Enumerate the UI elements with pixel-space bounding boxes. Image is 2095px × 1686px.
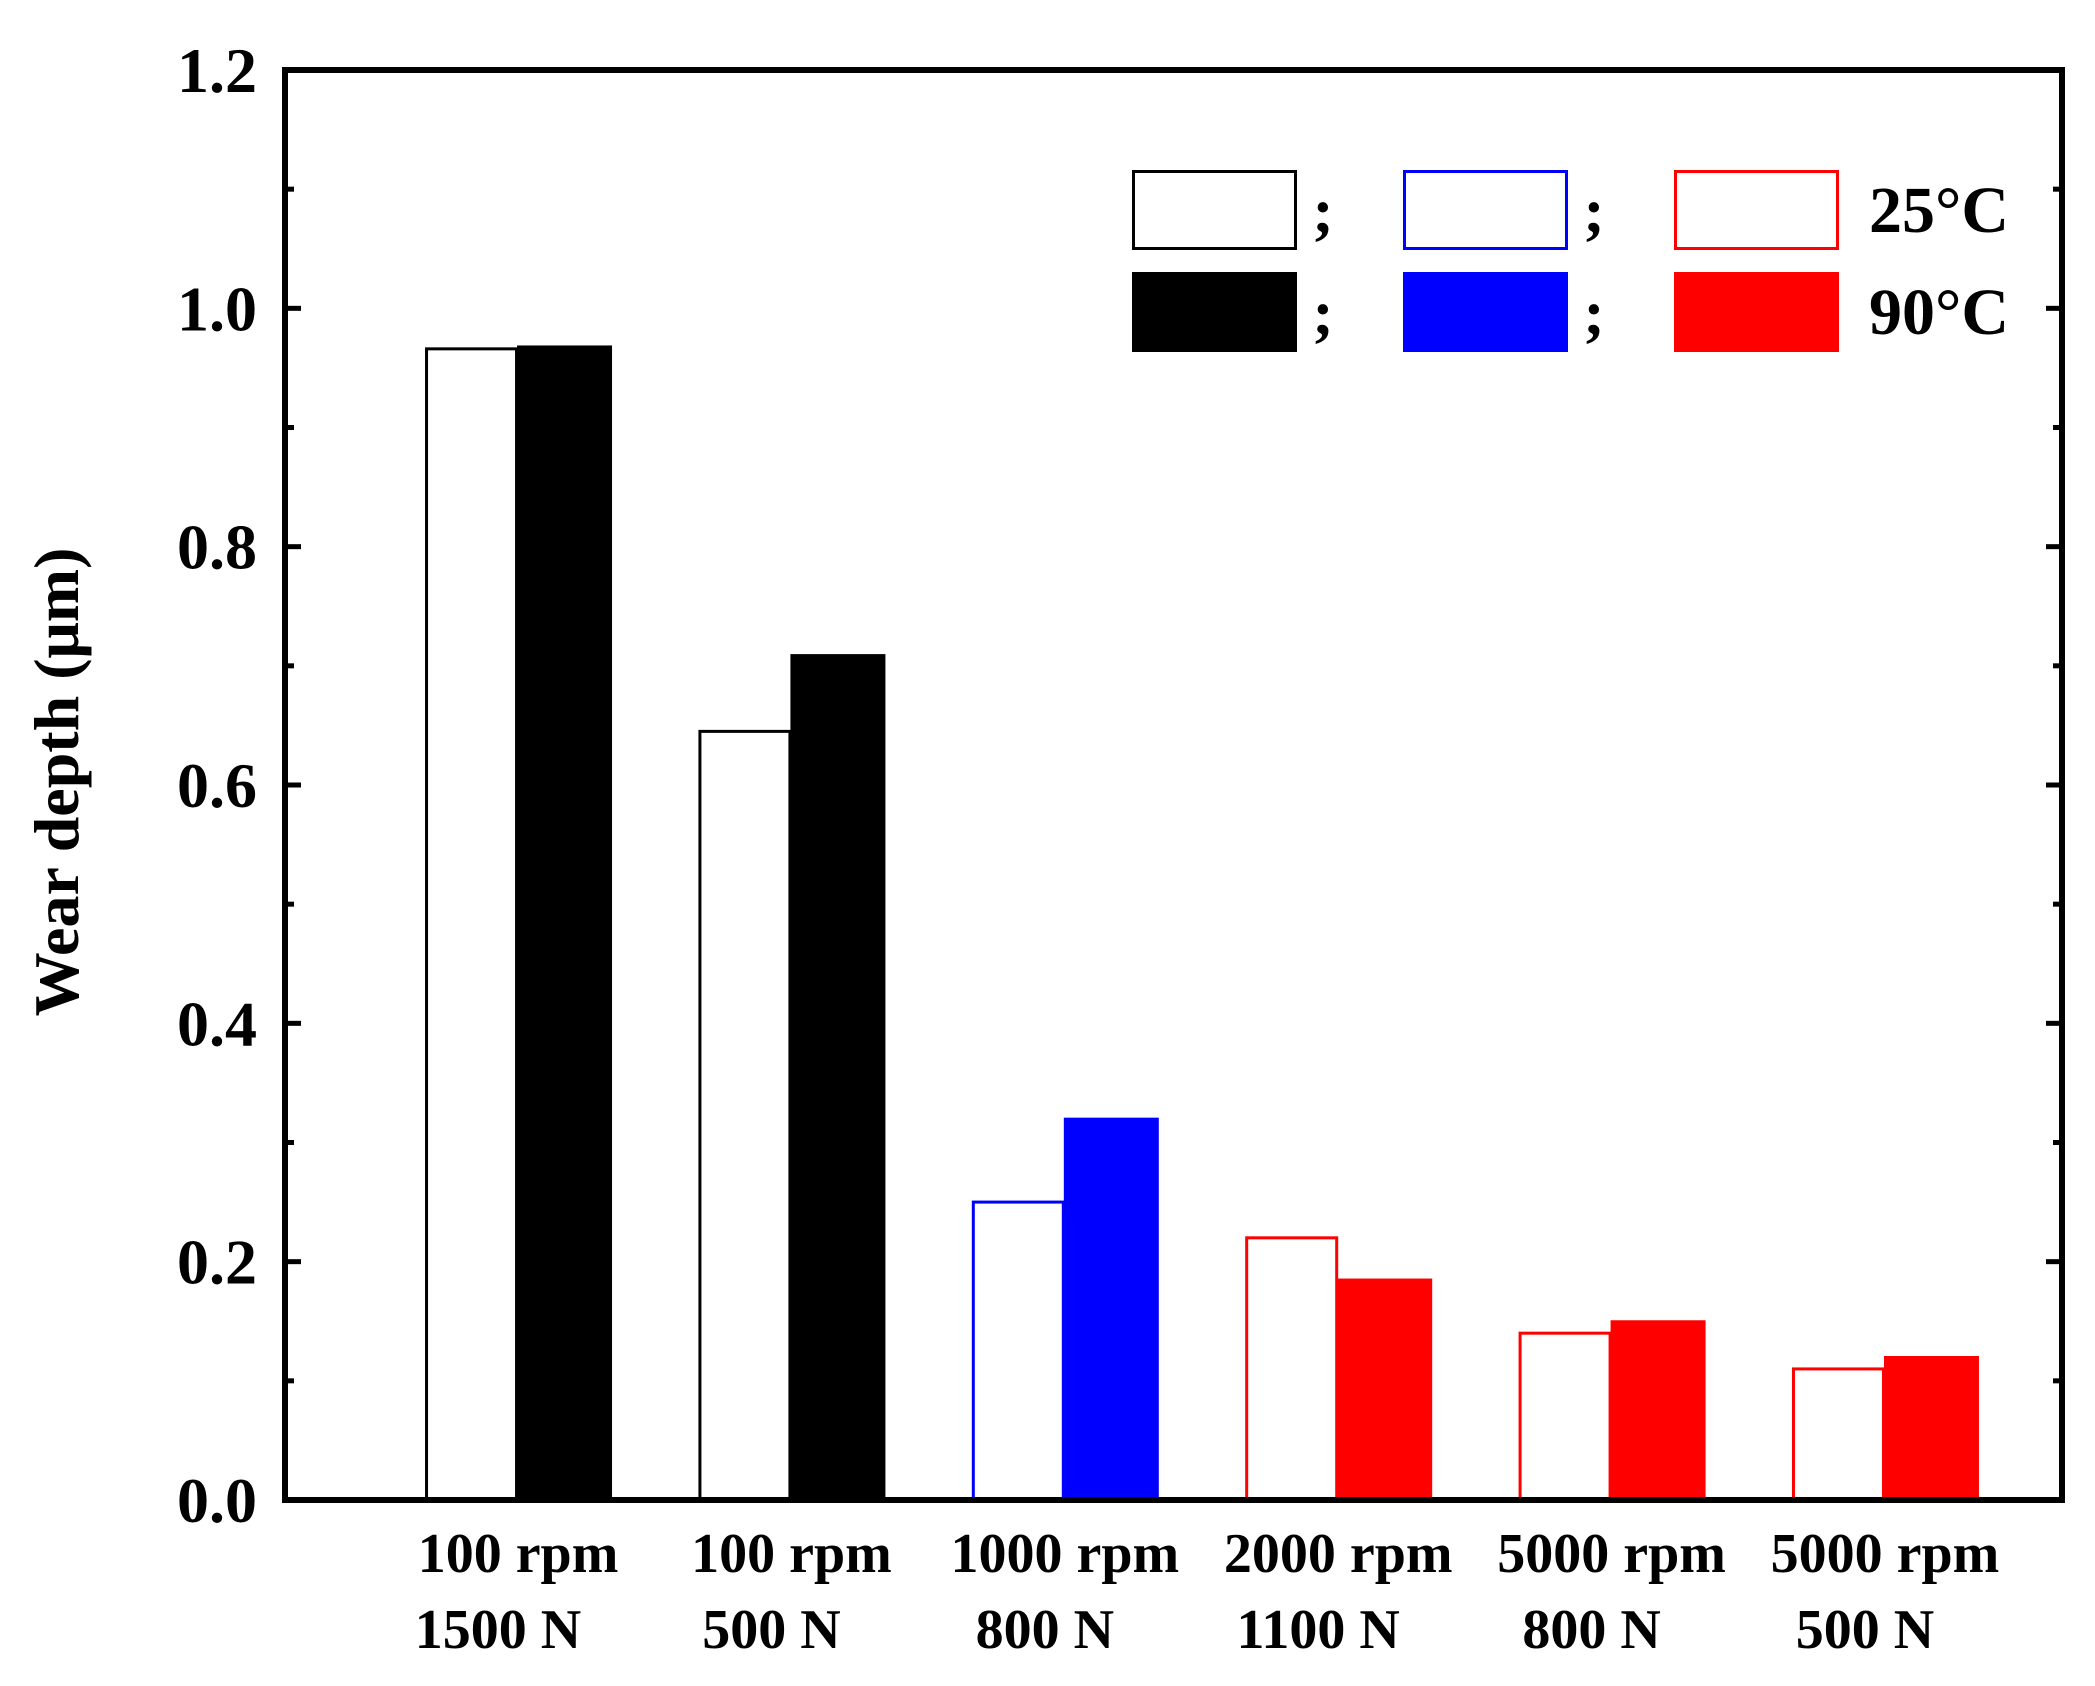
legend-swatch-25°C [1403,170,1568,250]
bar-25°C-3 [1245,1236,1339,1502]
legend-swatch-90°C [1403,272,1568,352]
bar-25°C-2 [971,1200,1065,1502]
x-tick-label-line1: 2000 rpm [1224,1523,1453,1585]
x-tick-label-line2: 800 N [1522,1599,1660,1661]
x-tick-label-line1: 5000 rpm [1771,1523,2000,1585]
legend-label: 90°C [1869,276,2009,349]
legend-swatch-90°C [1674,272,1839,352]
legend-swatch-25°C [1674,170,1839,250]
x-tick-label-line2: 500 N [1796,1599,1934,1661]
bar-25°C-1 [698,729,792,1502]
bar-90°C-0 [517,345,613,1501]
bar-90°C-5 [1883,1356,1979,1501]
legend-swatch-25°C [1132,170,1297,250]
x-tick-label-line2: 1500 N [415,1599,581,1661]
bar-25°C-0 [425,347,519,1502]
legend: ;; 25°C;; 90°C [1132,170,2009,352]
bar-90°C-2 [1063,1117,1159,1501]
x-tick-label-line2: 800 N [976,1599,1114,1661]
bar-25°C-4 [1518,1331,1612,1502]
x-tick-label-line2: 1100 N [1237,1599,1400,1661]
x-tick-label-line1: 100 rpm [691,1523,892,1585]
legend-swatch-90°C [1132,272,1297,352]
y-tick-label: 0.2 [177,1227,257,1298]
bar-90°C-1 [790,654,886,1501]
y-tick-label: 1.2 [177,35,257,106]
legend-separator: ; [1312,175,1333,246]
x-tick-label-line1: 100 rpm [418,1523,619,1585]
legend-separator: ; [1583,277,1604,348]
legend-separator: ; [1583,175,1604,246]
bar-25°C-5 [1791,1367,1885,1502]
bars [425,345,1979,1502]
legend-separator: ; [1312,277,1333,348]
y-tick-label: 1.0 [177,273,257,344]
bar-90°C-4 [1610,1320,1706,1501]
axis-ticks [285,67,2062,1503]
y-tick-label: 0.4 [177,988,257,1059]
axis-labels: 0.0 0.2 0.4 0.6 0.8 1.0 1.2 100 rpm 1500 N 100 rp… [177,35,1999,1661]
x-tick-label-line1: 1000 rpm [950,1523,1179,1585]
legend-label: 25°C [1869,174,2009,247]
y-tick-label: 0.6 [177,750,257,821]
y-tick-label: 0.8 [177,512,257,583]
x-tick-label-line2: 500 N [702,1599,840,1661]
y-axis-label: Wear depth (μm) [21,548,92,1017]
x-tick-label-line1: 5000 rpm [1497,1523,1726,1585]
bar-90°C-3 [1337,1278,1433,1501]
y-tick-label: 0.0 [177,1465,257,1536]
